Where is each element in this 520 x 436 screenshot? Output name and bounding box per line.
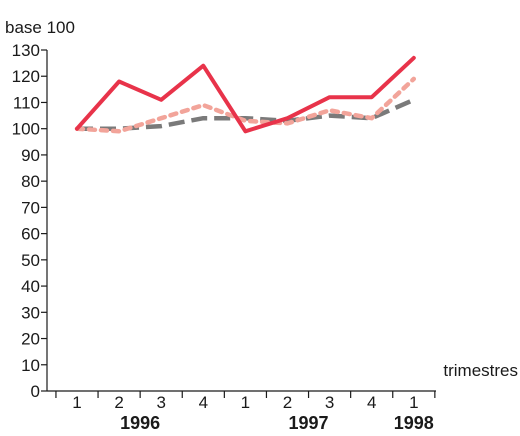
y-tick-label: 110 [13, 93, 40, 112]
y-tick-label: 120 [12, 67, 40, 86]
y-tick-label: 80 [21, 172, 40, 191]
y-tick-label: 10 [21, 356, 40, 375]
y-tick-label: 20 [21, 330, 40, 349]
y-axis-title: base 100 [5, 18, 75, 37]
year-labels: 1996 1997 1998 [120, 413, 434, 433]
year-label: 1998 [394, 413, 434, 433]
series-line-dashed [77, 97, 415, 131]
y-tick-label: 40 [21, 277, 40, 296]
y-tick-label: 50 [21, 251, 40, 270]
x-tick-label: 4 [199, 393, 208, 412]
y-tick-label: 130 [12, 41, 40, 60]
axes: 0 10 20 30 40 50 60 70 80 90 100 110 120 130 [12, 41, 436, 401]
x-axis-title: trimestres [443, 361, 518, 380]
x-tick-label: 2 [114, 393, 123, 412]
y-tick-label: 0 [31, 382, 40, 401]
y-tick-label: 70 [21, 198, 40, 217]
x-tick-label: 1 [72, 393, 81, 412]
y-tick-label: 90 [21, 146, 40, 165]
year-label: 1996 [120, 413, 160, 433]
year-label: 1997 [289, 413, 329, 433]
series-lines [74, 55, 417, 134]
series-line-dotted [74, 76, 417, 134]
x-tick-label: 3 [156, 393, 165, 412]
x-tick-label: 3 [325, 393, 334, 412]
x-tick-labels: 1 2 3 4 1 2 3 4 1 [72, 393, 418, 412]
y-tick-label: 100 [12, 120, 40, 139]
x-tick-label: 2 [283, 393, 292, 412]
series-line-solid [75, 55, 416, 134]
x-tick-label: 1 [241, 393, 250, 412]
y-tick-label: 60 [21, 225, 40, 244]
y-tick-label: 30 [21, 303, 40, 322]
x-tick-label: 1 [409, 393, 418, 412]
x-tick-label: 4 [367, 393, 376, 412]
